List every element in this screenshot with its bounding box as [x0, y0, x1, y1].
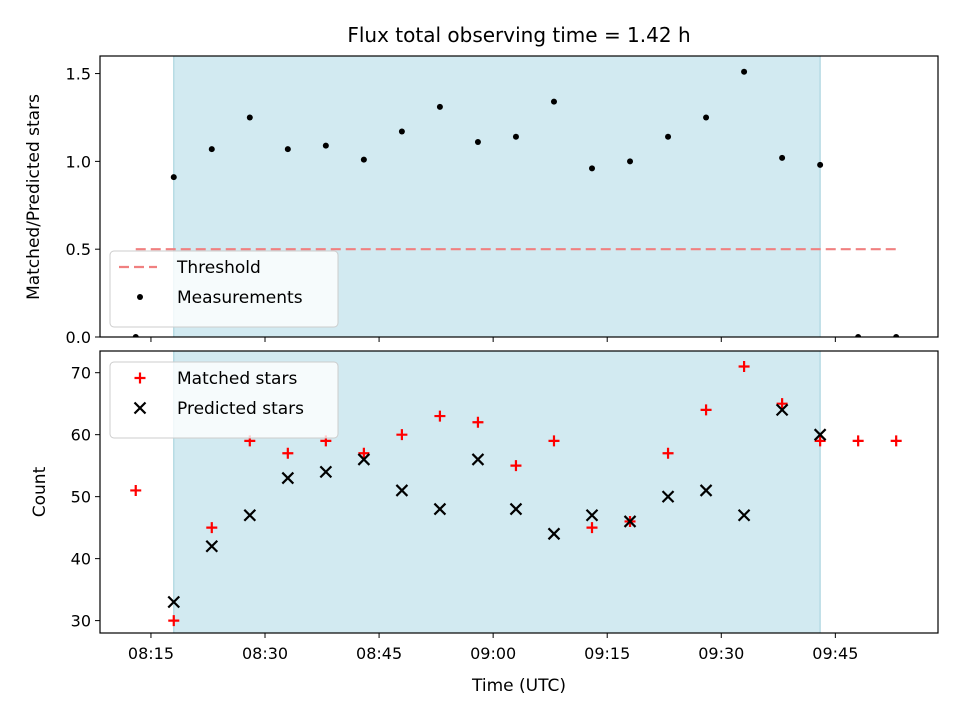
predicted-star-point [281, 471, 295, 485]
matched-star-point [434, 410, 446, 422]
predicted-star-point [433, 502, 447, 516]
measurement-point [589, 165, 596, 172]
top-y-tick-label: 1.5 [66, 65, 91, 84]
measurement-point [398, 128, 405, 135]
predicted-star-point [547, 527, 561, 541]
measurement-point [550, 98, 557, 105]
predicted-star-point [661, 490, 675, 503]
bottom-y-tick-label: 60 [71, 426, 91, 445]
top-legend: Threshold Measurements [109, 250, 339, 328]
measurement-point [627, 158, 634, 165]
measurement-point [132, 334, 139, 337]
bottom-y-tick-label: 50 [71, 488, 91, 507]
matched-star-point [814, 435, 826, 447]
bottom-y-tick-label: 40 [71, 550, 91, 569]
bottom-series-0 [130, 360, 902, 627]
bottom-legend: Matched stars Predicted stars [109, 361, 339, 439]
x-tick-label: 09:00 [470, 644, 516, 663]
measurement-point [170, 174, 177, 181]
bottom-series-1 [167, 403, 827, 609]
bottom-y-tick-label: 30 [71, 612, 91, 631]
predicted-star-point [395, 484, 409, 497]
matched-star-point [662, 447, 674, 459]
top-y-tick-label: 0.0 [66, 328, 91, 347]
top-y-axis-label: Matched/Predicted stars [24, 94, 44, 300]
matched-star-point [472, 416, 484, 428]
matched-star-point [852, 435, 864, 447]
measurement-point [665, 133, 672, 140]
legend-x-swatch [133, 401, 147, 415]
bottom-axes-frame [99, 350, 939, 634]
top-plot-area [132, 68, 900, 337]
predicted-star-point [243, 508, 257, 522]
top-panel: 0.0 0.5 1.0 1.5 Threshold Measurements [66, 55, 939, 347]
predicted-star-point [813, 428, 827, 441]
predicted-star-point [357, 453, 371, 466]
legend-label: Predicted stars [177, 399, 304, 419]
measurement-point [855, 334, 862, 337]
matched-star-point [890, 435, 902, 447]
top-y-tick-label: 0.5 [66, 240, 91, 259]
predicted-star-point [585, 508, 599, 522]
bottom-y-axis-label: Count [30, 466, 50, 517]
measurement-point [360, 156, 367, 163]
measurement-point [893, 334, 900, 337]
bottom-panel: 30 40 50 60 70 08:15 08:30 08:45 09:00 09:15 09:30… [71, 350, 939, 663]
predicted-star-point [737, 508, 751, 522]
measurement-point [779, 154, 786, 161]
matched-star-point [510, 460, 522, 472]
x-axis-label: Time (UTC) [471, 676, 566, 696]
x-tick-label: 09:15 [584, 644, 630, 663]
measurement-point [703, 114, 710, 121]
measurement-point [284, 146, 291, 153]
matched-star-point [738, 360, 750, 372]
measurement-point [741, 68, 748, 75]
measurement-point [246, 114, 253, 121]
predicted-star-point [509, 502, 523, 516]
measurement-point [474, 139, 481, 146]
predicted-star-point [205, 539, 219, 553]
matched-star-point [358, 447, 370, 459]
top-legend-box [109, 250, 339, 328]
x-tick-label: 08:15 [128, 644, 174, 663]
measurement-point [512, 133, 519, 140]
legend-plus-swatch [134, 372, 146, 384]
matched-star-point [282, 447, 294, 459]
measurement-point [436, 103, 443, 110]
bottom-y-tick-label: 70 [71, 364, 91, 383]
matched-star-point [700, 404, 712, 416]
measurement-point [322, 142, 329, 149]
matched-star-point [206, 522, 218, 534]
measurement-point [208, 146, 215, 153]
legend-label: Matched stars [177, 369, 297, 389]
top-axes-frame [99, 55, 939, 338]
legend-dot-swatch [137, 294, 143, 300]
predicted-star-point [319, 465, 333, 479]
predicted-star-point [623, 515, 637, 528]
predicted-star-point [775, 403, 789, 417]
x-tick-label: 08:45 [356, 644, 402, 663]
bottom-plot-area [130, 360, 902, 627]
matched-star-point [396, 429, 408, 441]
matched-star-point [168, 615, 180, 627]
measurement-point [817, 161, 824, 168]
matched-star-point [548, 435, 560, 447]
x-tick-label: 08:30 [242, 644, 288, 663]
matched-star-point [130, 484, 142, 496]
predicted-star-point [471, 453, 485, 466]
bottom-legend-box [109, 361, 339, 439]
top-y-tick-label: 1.0 [66, 152, 91, 171]
chart-title: Flux total observing time = 1.42 h [347, 23, 690, 47]
x-tick-label: 09:30 [698, 644, 744, 663]
predicted-star-point [167, 595, 181, 609]
x-tick-label: 09:45 [812, 644, 858, 663]
top-series-0 [132, 68, 900, 337]
legend-label: Threshold [176, 258, 261, 278]
legend-label: Measurements [177, 288, 303, 308]
predicted-star-point [699, 484, 713, 497]
matched-star-point [776, 398, 788, 410]
matched-star-point [586, 522, 598, 534]
